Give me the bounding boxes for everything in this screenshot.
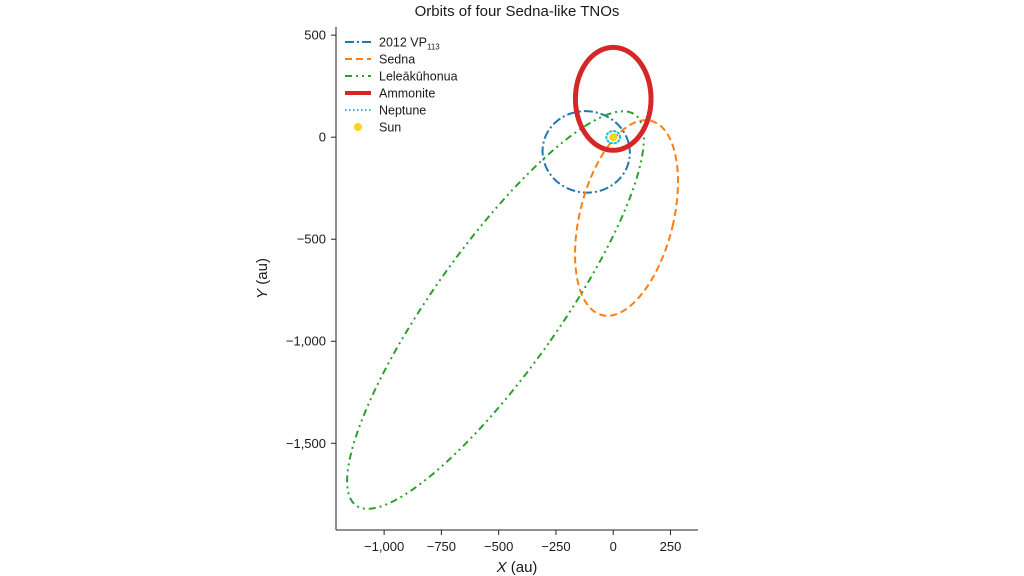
legend-item-neptune: Neptune: [345, 104, 426, 118]
legend-item-sun: Sun: [354, 121, 401, 135]
orbit-lele-k-honua: [346, 110, 645, 510]
legend-item-sedna: Sedna: [345, 53, 415, 67]
y-tick-label: −500: [297, 232, 326, 247]
orbit-ammonite: [572, 44, 654, 153]
legend-label: Neptune: [379, 104, 426, 118]
y-axis-label: Y (au): [254, 258, 271, 299]
y-tick-label: −1,500: [286, 436, 326, 451]
x-tick-label: 0: [610, 539, 617, 554]
legend-label: 2012 VP113: [379, 36, 440, 52]
orbit-sedna: [574, 119, 680, 317]
y-tick-label: 500: [304, 28, 326, 43]
x-tick-label: −750: [427, 539, 456, 554]
legend-label: Sun: [379, 121, 401, 135]
x-tick-label: 250: [660, 539, 682, 554]
orbit-2012-vp: [541, 110, 631, 194]
axes: −1,000 −750 −500 −250 0 250 500 0 −500 −1,000 −1,5…: [254, 27, 698, 576]
legend-item-lele-k-honua: Leleākūhonua: [345, 70, 458, 84]
legend-label: Sedna: [379, 53, 415, 67]
y-tick-label: −1,000: [286, 334, 326, 349]
orbit-neptune: [605, 130, 622, 145]
legend-swatch: [354, 123, 362, 131]
chart-title: Orbits of four Sedna-like TNOs: [415, 3, 620, 20]
legend-item-2012-vp: 2012 VP113: [345, 36, 440, 52]
legend-label: Ammonite: [379, 87, 435, 101]
y-tick-label: 0: [319, 130, 326, 145]
sun-marker: [609, 133, 618, 142]
legend-item-ammonite: Ammonite: [345, 87, 435, 101]
x-tick-label: −250: [541, 539, 570, 554]
plot-area: [346, 44, 680, 510]
x-axis-label: X (au): [496, 559, 538, 576]
x-tick-label: −500: [484, 539, 513, 554]
legend-label: Leleākūhonua: [379, 70, 458, 84]
x-tick-label: −1,000: [364, 539, 404, 554]
